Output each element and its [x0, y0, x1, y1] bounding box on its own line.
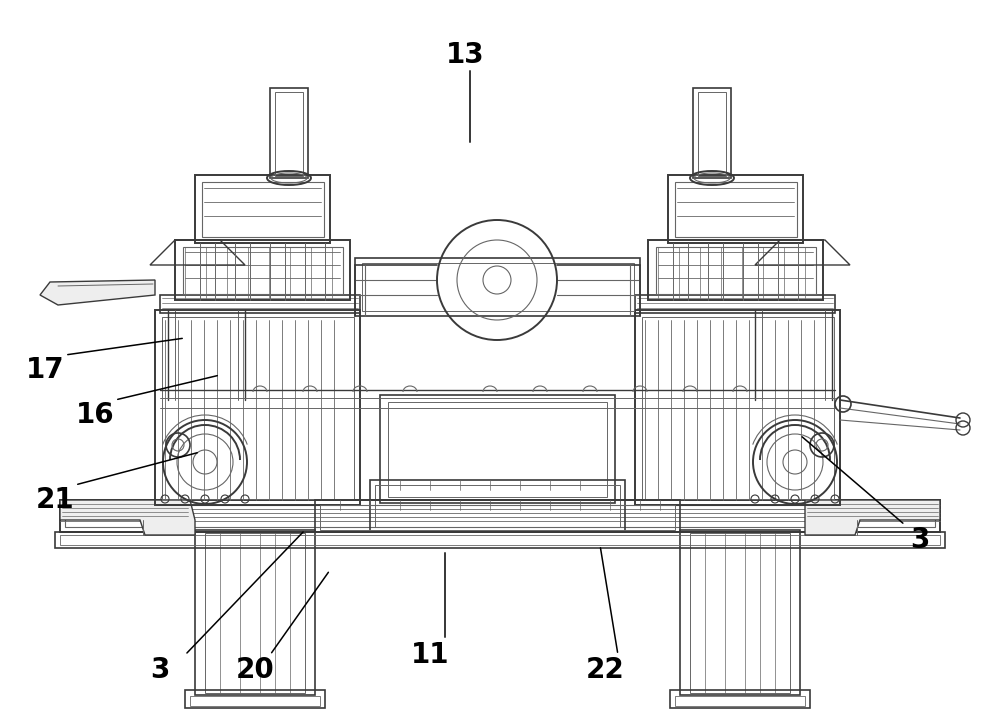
Text: 3: 3 [910, 526, 930, 554]
Polygon shape [805, 500, 940, 535]
Bar [362, 263, 634, 311]
Bar [60, 500, 940, 532]
Bar [370, 480, 625, 532]
Bar [635, 295, 835, 313]
Text: 16: 16 [76, 401, 114, 429]
Bar [275, 92, 303, 176]
Bar [680, 530, 800, 695]
Bar [375, 485, 620, 527]
Bar [656, 247, 816, 294]
Bar [315, 500, 680, 532]
Polygon shape [40, 280, 155, 305]
Bar [270, 88, 308, 178]
Bar [648, 240, 823, 300]
Bar [175, 240, 350, 300]
Bar [65, 505, 935, 527]
Bar [185, 690, 325, 708]
Bar [155, 310, 360, 505]
Bar [388, 402, 607, 497]
Bar [642, 317, 834, 499]
Bar [698, 92, 726, 176]
Bar [162, 317, 354, 499]
Bar [693, 88, 731, 178]
Bar [160, 295, 360, 313]
Bar [205, 533, 305, 693]
Bar [320, 505, 675, 530]
Bar [675, 182, 797, 237]
Text: 20: 20 [236, 656, 274, 684]
Text: 22: 22 [586, 656, 624, 684]
Bar [60, 535, 940, 545]
Bar [668, 175, 803, 243]
Text: 3: 3 [150, 656, 170, 684]
Text: 17: 17 [26, 356, 64, 384]
Bar [190, 696, 320, 706]
Polygon shape [60, 500, 195, 535]
Bar [55, 532, 945, 548]
Bar [635, 310, 840, 505]
Bar [675, 696, 805, 706]
Bar [202, 182, 324, 237]
Text: 21: 21 [36, 486, 74, 514]
Bar [690, 533, 790, 693]
Bar [195, 175, 330, 243]
Bar [183, 247, 343, 294]
Text: 11: 11 [411, 641, 449, 669]
Bar [670, 690, 810, 708]
Bar [355, 258, 640, 316]
Text: 13: 13 [446, 41, 484, 69]
Bar [195, 530, 315, 695]
Bar [380, 395, 615, 503]
